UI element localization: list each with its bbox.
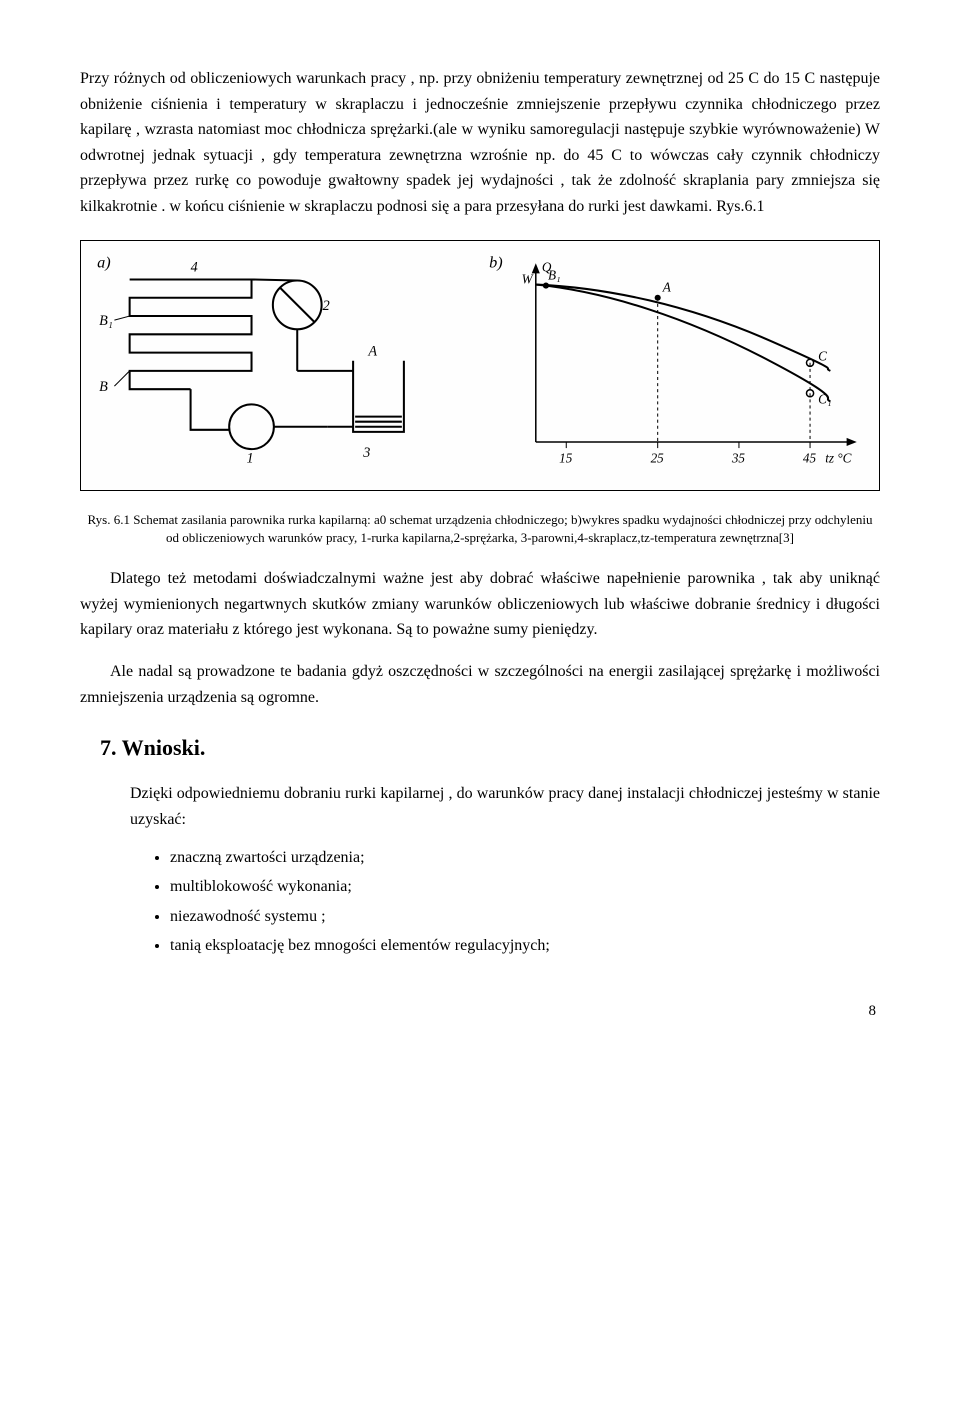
panel-a-label: a) xyxy=(97,253,111,271)
bullet-item: znaczną zwartości urządzenia; xyxy=(170,845,880,871)
xtick-45: 45 xyxy=(803,450,817,465)
section-7-intro: Dzięki odpowiedniemu dobraniu rurki kapi… xyxy=(130,781,880,832)
figure-caption: Rys. 6.1 Schemat zasilania parownika rur… xyxy=(80,511,880,546)
section-7-bullets: znaczną zwartości urządzenia; multibloko… xyxy=(170,845,880,959)
label-3: 3 xyxy=(362,445,370,461)
figure-6-1-b: b) Q W B₁ A C C₁ xyxy=(485,249,871,483)
bullet-item: niezawodność systemu ; xyxy=(170,904,880,930)
figure-6-1-a: a) 4 2 1 xyxy=(89,249,475,483)
label-A: A xyxy=(367,343,377,359)
label-4: 4 xyxy=(191,259,198,275)
x-axis-label: tz °C xyxy=(825,450,851,465)
xtick-35: 35 xyxy=(731,450,746,465)
pt-C: C xyxy=(818,348,827,363)
label-1: 1 xyxy=(246,450,253,466)
bullet-item: multiblokowość wykonania; xyxy=(170,874,880,900)
pt-C1: C₁ xyxy=(818,391,831,406)
xtick-25: 25 xyxy=(651,450,665,465)
paragraph-2: Dlatego też metodami doświadczalnymi waż… xyxy=(80,566,880,643)
xtick-15: 15 xyxy=(559,450,573,465)
label-B1: B₁ xyxy=(99,313,113,329)
y-label-W: W xyxy=(522,271,534,286)
section-7-heading: 7. Wnioski. xyxy=(100,730,880,765)
panel-b-label: b) xyxy=(489,253,503,271)
page-number: 8 xyxy=(80,999,880,1023)
bullet-item: tanią eksploatację bez mnogości elementó… xyxy=(170,933,880,959)
paragraph-1: Przy różnych od obliczeniowych warunkach… xyxy=(80,66,880,220)
label-2: 2 xyxy=(323,298,330,314)
schematic-diagram: a) 4 2 1 xyxy=(89,249,475,483)
performance-chart: b) Q W B₁ A C C₁ xyxy=(485,249,871,483)
figure-6-1: a) 4 2 1 xyxy=(80,240,880,492)
paragraph-3: Ale nadal są prowadzone te badania gdyż … xyxy=(80,659,880,710)
label-B: B xyxy=(99,379,108,395)
pt-B1: B₁ xyxy=(548,267,561,282)
pt-A: A xyxy=(662,279,672,294)
